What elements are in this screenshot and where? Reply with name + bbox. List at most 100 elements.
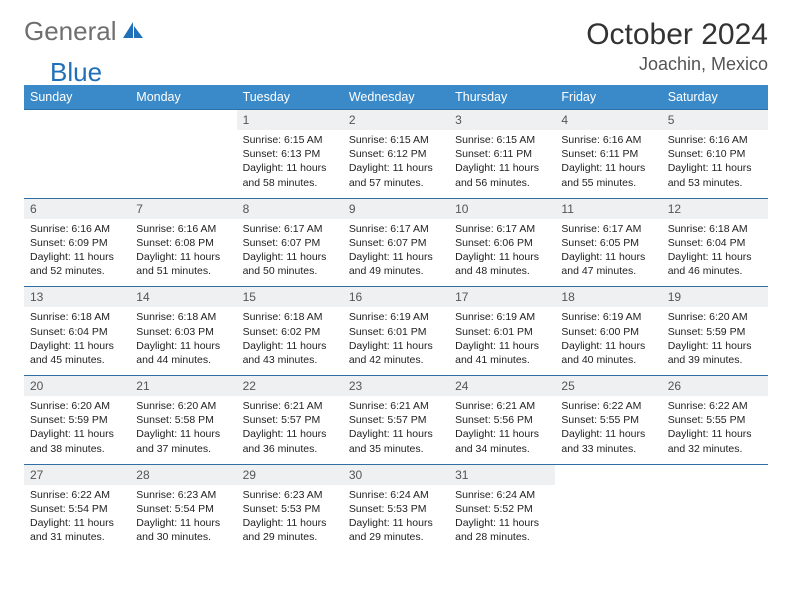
- logo-text-blue: Blue: [50, 59, 102, 85]
- day-details: Sunrise: 6:20 AMSunset: 5:59 PMDaylight:…: [662, 307, 768, 375]
- day-details: Sunrise: 6:18 AMSunset: 6:02 PMDaylight:…: [237, 307, 343, 375]
- calendar-day-cell: 22Sunrise: 6:21 AMSunset: 5:57 PMDayligh…: [237, 376, 343, 465]
- calendar-day-cell: 1Sunrise: 6:15 AMSunset: 6:13 PMDaylight…: [237, 110, 343, 199]
- calendar-day-cell: 16Sunrise: 6:19 AMSunset: 6:01 PMDayligh…: [343, 287, 449, 376]
- day-number: 28: [130, 465, 236, 485]
- day-number: 6: [24, 199, 130, 219]
- day-details: Sunrise: 6:16 AMSunset: 6:08 PMDaylight:…: [130, 219, 236, 287]
- day-number: 1: [237, 110, 343, 130]
- day-header: Saturday: [662, 85, 768, 110]
- calendar-day-cell: 30Sunrise: 6:24 AMSunset: 5:53 PMDayligh…: [343, 464, 449, 552]
- calendar-day-cell: 2Sunrise: 6:15 AMSunset: 6:12 PMDaylight…: [343, 110, 449, 199]
- day-number: 11: [555, 199, 661, 219]
- day-number: 21: [130, 376, 236, 396]
- calendar-day-cell: 27Sunrise: 6:22 AMSunset: 5:54 PMDayligh…: [24, 464, 130, 552]
- day-number: 2: [343, 110, 449, 130]
- calendar-day-cell: [555, 464, 661, 552]
- calendar-week-row: 20Sunrise: 6:20 AMSunset: 5:59 PMDayligh…: [24, 376, 768, 465]
- day-details: Sunrise: 6:17 AMSunset: 6:07 PMDaylight:…: [237, 219, 343, 287]
- day-number: 18: [555, 287, 661, 307]
- page-title: October 2024: [586, 18, 768, 52]
- calendar-day-cell: 11Sunrise: 6:17 AMSunset: 6:05 PMDayligh…: [555, 198, 661, 287]
- calendar-week-row: 13Sunrise: 6:18 AMSunset: 6:04 PMDayligh…: [24, 287, 768, 376]
- day-number: 14: [130, 287, 236, 307]
- day-details: Sunrise: 6:16 AMSunset: 6:09 PMDaylight:…: [24, 219, 130, 287]
- calendar-day-cell: 7Sunrise: 6:16 AMSunset: 6:08 PMDaylight…: [130, 198, 236, 287]
- day-number: 30: [343, 465, 449, 485]
- calendar-day-cell: 12Sunrise: 6:18 AMSunset: 6:04 PMDayligh…: [662, 198, 768, 287]
- day-number: 8: [237, 199, 343, 219]
- calendar-day-cell: 5Sunrise: 6:16 AMSunset: 6:10 PMDaylight…: [662, 110, 768, 199]
- day-header: Monday: [130, 85, 236, 110]
- day-details: Sunrise: 6:17 AMSunset: 6:06 PMDaylight:…: [449, 219, 555, 287]
- day-number: 17: [449, 287, 555, 307]
- day-number: 9: [343, 199, 449, 219]
- day-details: Sunrise: 6:19 AMSunset: 6:01 PMDaylight:…: [449, 307, 555, 375]
- calendar-day-cell: 15Sunrise: 6:18 AMSunset: 6:02 PMDayligh…: [237, 287, 343, 376]
- day-header: Wednesday: [343, 85, 449, 110]
- day-number: 5: [662, 110, 768, 130]
- day-details: Sunrise: 6:18 AMSunset: 6:04 PMDaylight:…: [24, 307, 130, 375]
- day-details: Sunrise: 6:15 AMSunset: 6:12 PMDaylight:…: [343, 130, 449, 198]
- day-details: Sunrise: 6:19 AMSunset: 6:00 PMDaylight:…: [555, 307, 661, 375]
- logo-text-general: General: [24, 18, 117, 44]
- calendar-day-cell: 6Sunrise: 6:16 AMSunset: 6:09 PMDaylight…: [24, 198, 130, 287]
- day-details: Sunrise: 6:17 AMSunset: 6:07 PMDaylight:…: [343, 219, 449, 287]
- calendar-day-cell: [24, 110, 130, 199]
- day-details: Sunrise: 6:21 AMSunset: 5:56 PMDaylight:…: [449, 396, 555, 464]
- day-number: 15: [237, 287, 343, 307]
- calendar-day-cell: 20Sunrise: 6:20 AMSunset: 5:59 PMDayligh…: [24, 376, 130, 465]
- day-details: Sunrise: 6:24 AMSunset: 5:52 PMDaylight:…: [449, 485, 555, 553]
- calendar-week-row: 27Sunrise: 6:22 AMSunset: 5:54 PMDayligh…: [24, 464, 768, 552]
- day-details: Sunrise: 6:22 AMSunset: 5:55 PMDaylight:…: [662, 396, 768, 464]
- calendar-day-cell: 13Sunrise: 6:18 AMSunset: 6:04 PMDayligh…: [24, 287, 130, 376]
- logo-sail-icon: [121, 20, 145, 40]
- calendar-day-cell: 3Sunrise: 6:15 AMSunset: 6:11 PMDaylight…: [449, 110, 555, 199]
- day-details: Sunrise: 6:18 AMSunset: 6:04 PMDaylight:…: [662, 219, 768, 287]
- day-details: Sunrise: 6:15 AMSunset: 6:11 PMDaylight:…: [449, 130, 555, 198]
- calendar-day-cell: 10Sunrise: 6:17 AMSunset: 6:06 PMDayligh…: [449, 198, 555, 287]
- day-number: 24: [449, 376, 555, 396]
- calendar-week-row: 1Sunrise: 6:15 AMSunset: 6:13 PMDaylight…: [24, 110, 768, 199]
- day-number: 23: [343, 376, 449, 396]
- calendar-day-cell: 26Sunrise: 6:22 AMSunset: 5:55 PMDayligh…: [662, 376, 768, 465]
- day-details: Sunrise: 6:20 AMSunset: 5:58 PMDaylight:…: [130, 396, 236, 464]
- day-details: Sunrise: 6:22 AMSunset: 5:55 PMDaylight:…: [555, 396, 661, 464]
- calendar-day-cell: 19Sunrise: 6:20 AMSunset: 5:59 PMDayligh…: [662, 287, 768, 376]
- day-number: 12: [662, 199, 768, 219]
- day-number: 7: [130, 199, 236, 219]
- calendar-day-cell: 23Sunrise: 6:21 AMSunset: 5:57 PMDayligh…: [343, 376, 449, 465]
- day-details: Sunrise: 6:23 AMSunset: 5:53 PMDaylight:…: [237, 485, 343, 553]
- day-header: Friday: [555, 85, 661, 110]
- calendar-day-cell: 9Sunrise: 6:17 AMSunset: 6:07 PMDaylight…: [343, 198, 449, 287]
- calendar-day-cell: 29Sunrise: 6:23 AMSunset: 5:53 PMDayligh…: [237, 464, 343, 552]
- calendar-day-cell: 21Sunrise: 6:20 AMSunset: 5:58 PMDayligh…: [130, 376, 236, 465]
- calendar-day-cell: [662, 464, 768, 552]
- day-number: 27: [24, 465, 130, 485]
- day-number: 29: [237, 465, 343, 485]
- calendar-day-cell: 24Sunrise: 6:21 AMSunset: 5:56 PMDayligh…: [449, 376, 555, 465]
- day-details: Sunrise: 6:16 AMSunset: 6:11 PMDaylight:…: [555, 130, 661, 198]
- calendar-day-cell: 14Sunrise: 6:18 AMSunset: 6:03 PMDayligh…: [130, 287, 236, 376]
- day-number: 20: [24, 376, 130, 396]
- day-number: 25: [555, 376, 661, 396]
- day-details: Sunrise: 6:19 AMSunset: 6:01 PMDaylight:…: [343, 307, 449, 375]
- calendar-day-cell: 4Sunrise: 6:16 AMSunset: 6:11 PMDaylight…: [555, 110, 661, 199]
- day-details: Sunrise: 6:21 AMSunset: 5:57 PMDaylight:…: [237, 396, 343, 464]
- day-details: Sunrise: 6:17 AMSunset: 6:05 PMDaylight:…: [555, 219, 661, 287]
- day-details: Sunrise: 6:15 AMSunset: 6:13 PMDaylight:…: [237, 130, 343, 198]
- day-details: Sunrise: 6:16 AMSunset: 6:10 PMDaylight:…: [662, 130, 768, 198]
- day-number: 26: [662, 376, 768, 396]
- day-details: Sunrise: 6:21 AMSunset: 5:57 PMDaylight:…: [343, 396, 449, 464]
- day-number: 22: [237, 376, 343, 396]
- day-header-row: SundayMondayTuesdayWednesdayThursdayFrid…: [24, 85, 768, 110]
- day-number: 4: [555, 110, 661, 130]
- location: Joachin, Mexico: [586, 54, 768, 75]
- day-number: 16: [343, 287, 449, 307]
- day-number: 10: [449, 199, 555, 219]
- day-details: Sunrise: 6:20 AMSunset: 5:59 PMDaylight:…: [24, 396, 130, 464]
- calendar-week-row: 6Sunrise: 6:16 AMSunset: 6:09 PMDaylight…: [24, 198, 768, 287]
- calendar-day-cell: 18Sunrise: 6:19 AMSunset: 6:00 PMDayligh…: [555, 287, 661, 376]
- day-number: 31: [449, 465, 555, 485]
- day-header: Tuesday: [237, 85, 343, 110]
